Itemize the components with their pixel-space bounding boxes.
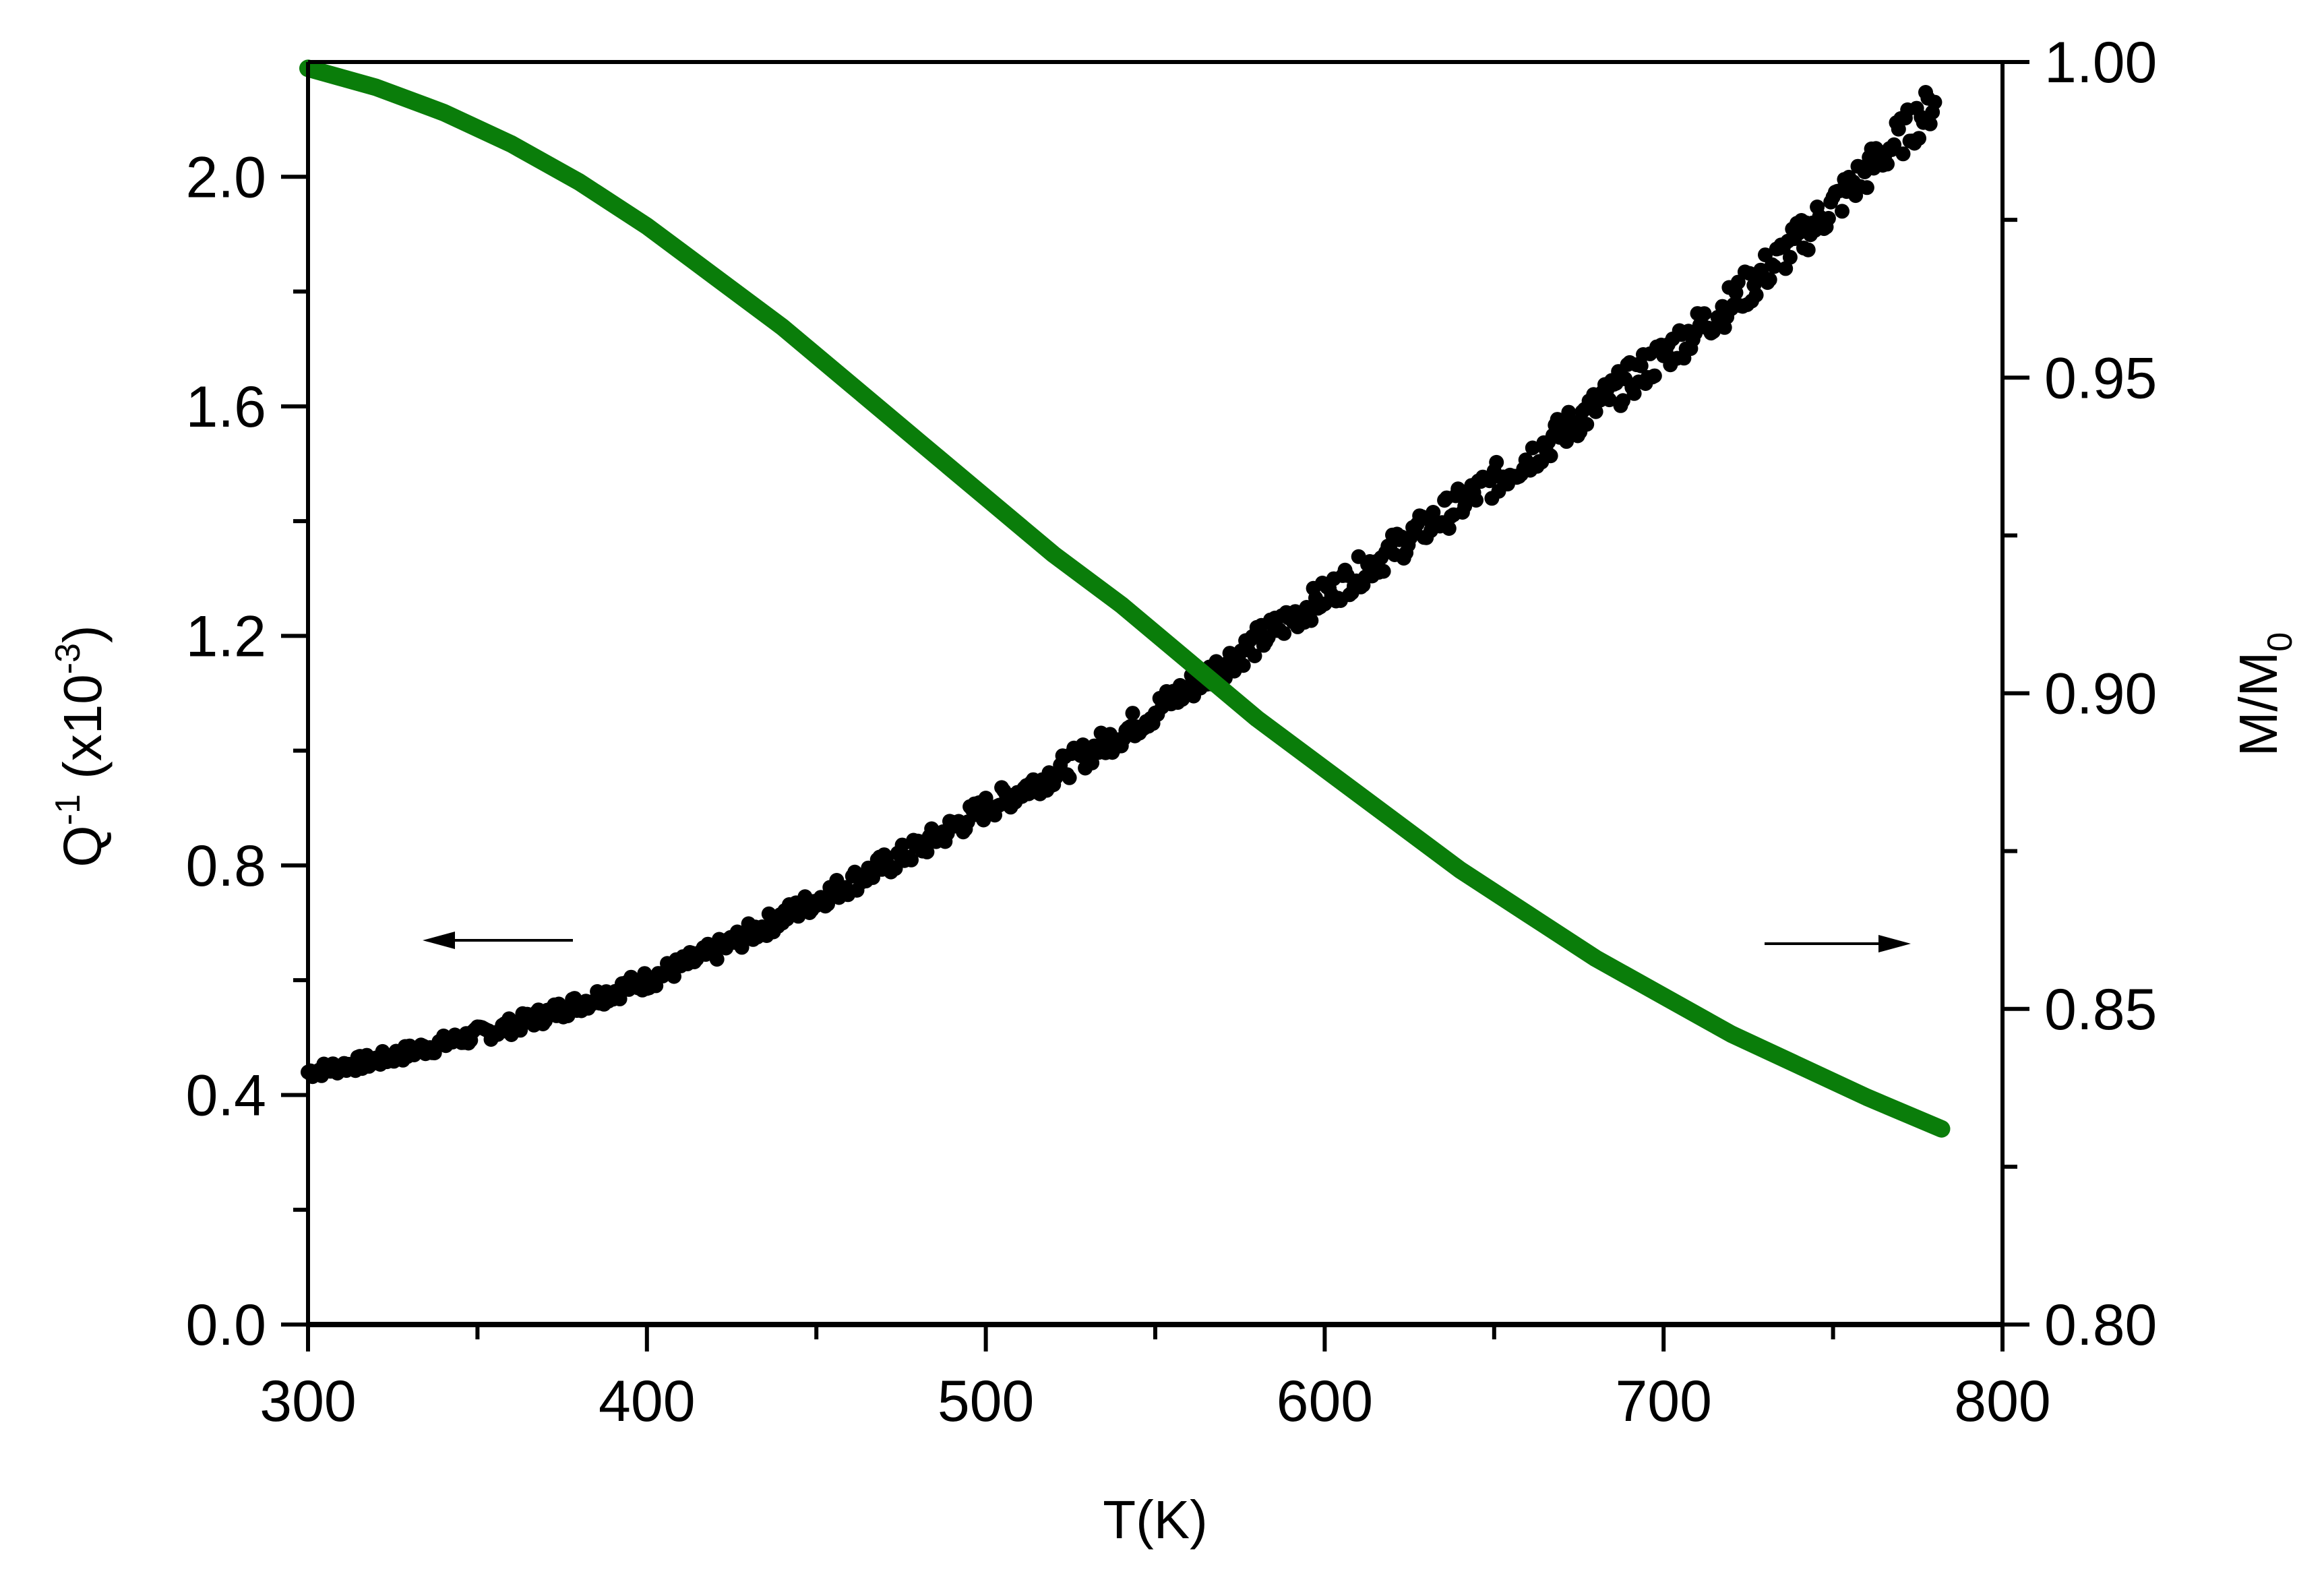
axis-indicator-arrows	[423, 932, 1911, 952]
data-series	[299, 59, 1951, 1138]
left-y-tick-label: 0.0	[185, 1293, 266, 1358]
left-y-tick-label: 2.0	[185, 145, 266, 210]
left-y-axis-title: Q-1 (x10-3)	[49, 625, 113, 867]
x-axis-ticks: 300 400 500 600 700 800	[259, 1325, 2051, 1434]
left-y-tick-label: 0.4	[185, 1063, 266, 1128]
x-tick-label: 800	[1954, 1369, 2051, 1434]
right-y-tick-label: 0.80	[2044, 1293, 2157, 1358]
right-y-tick-label: 0.90	[2044, 662, 2157, 727]
x-tick-label: 400	[599, 1369, 696, 1434]
right-y-axis-ticks: 0.80 0.85 0.90 0.95 1.00	[2002, 30, 2157, 1358]
right-y-tick-label: 0.95	[2044, 346, 2157, 411]
left-y-tick-label: 1.2	[185, 604, 266, 669]
left-y-tick-label: 1.6	[185, 375, 266, 439]
x-tick-label: 300	[259, 1369, 357, 1434]
x-axis-title: T(K)	[1103, 1490, 1208, 1550]
x-tick-label: 500	[938, 1369, 1035, 1434]
x-tick-label: 600	[1277, 1369, 1374, 1434]
left-y-axis-ticks: 0.0 0.4 0.8 1.2 1.6 2.0	[185, 145, 308, 1358]
right-y-tick-label: 1.00	[2044, 30, 2157, 95]
magnetization-line	[299, 59, 1951, 1138]
right-y-tick-label: 0.85	[2044, 977, 2157, 1042]
internal-friction-scatter	[301, 85, 1943, 1085]
x-tick-label: 700	[1615, 1369, 1712, 1434]
right-y-axis-title: M/M0	[2228, 632, 2300, 756]
left-y-tick-label: 0.8	[185, 834, 266, 899]
right-arrow-icon	[1878, 935, 1911, 952]
left-arrow-icon	[423, 932, 455, 949]
